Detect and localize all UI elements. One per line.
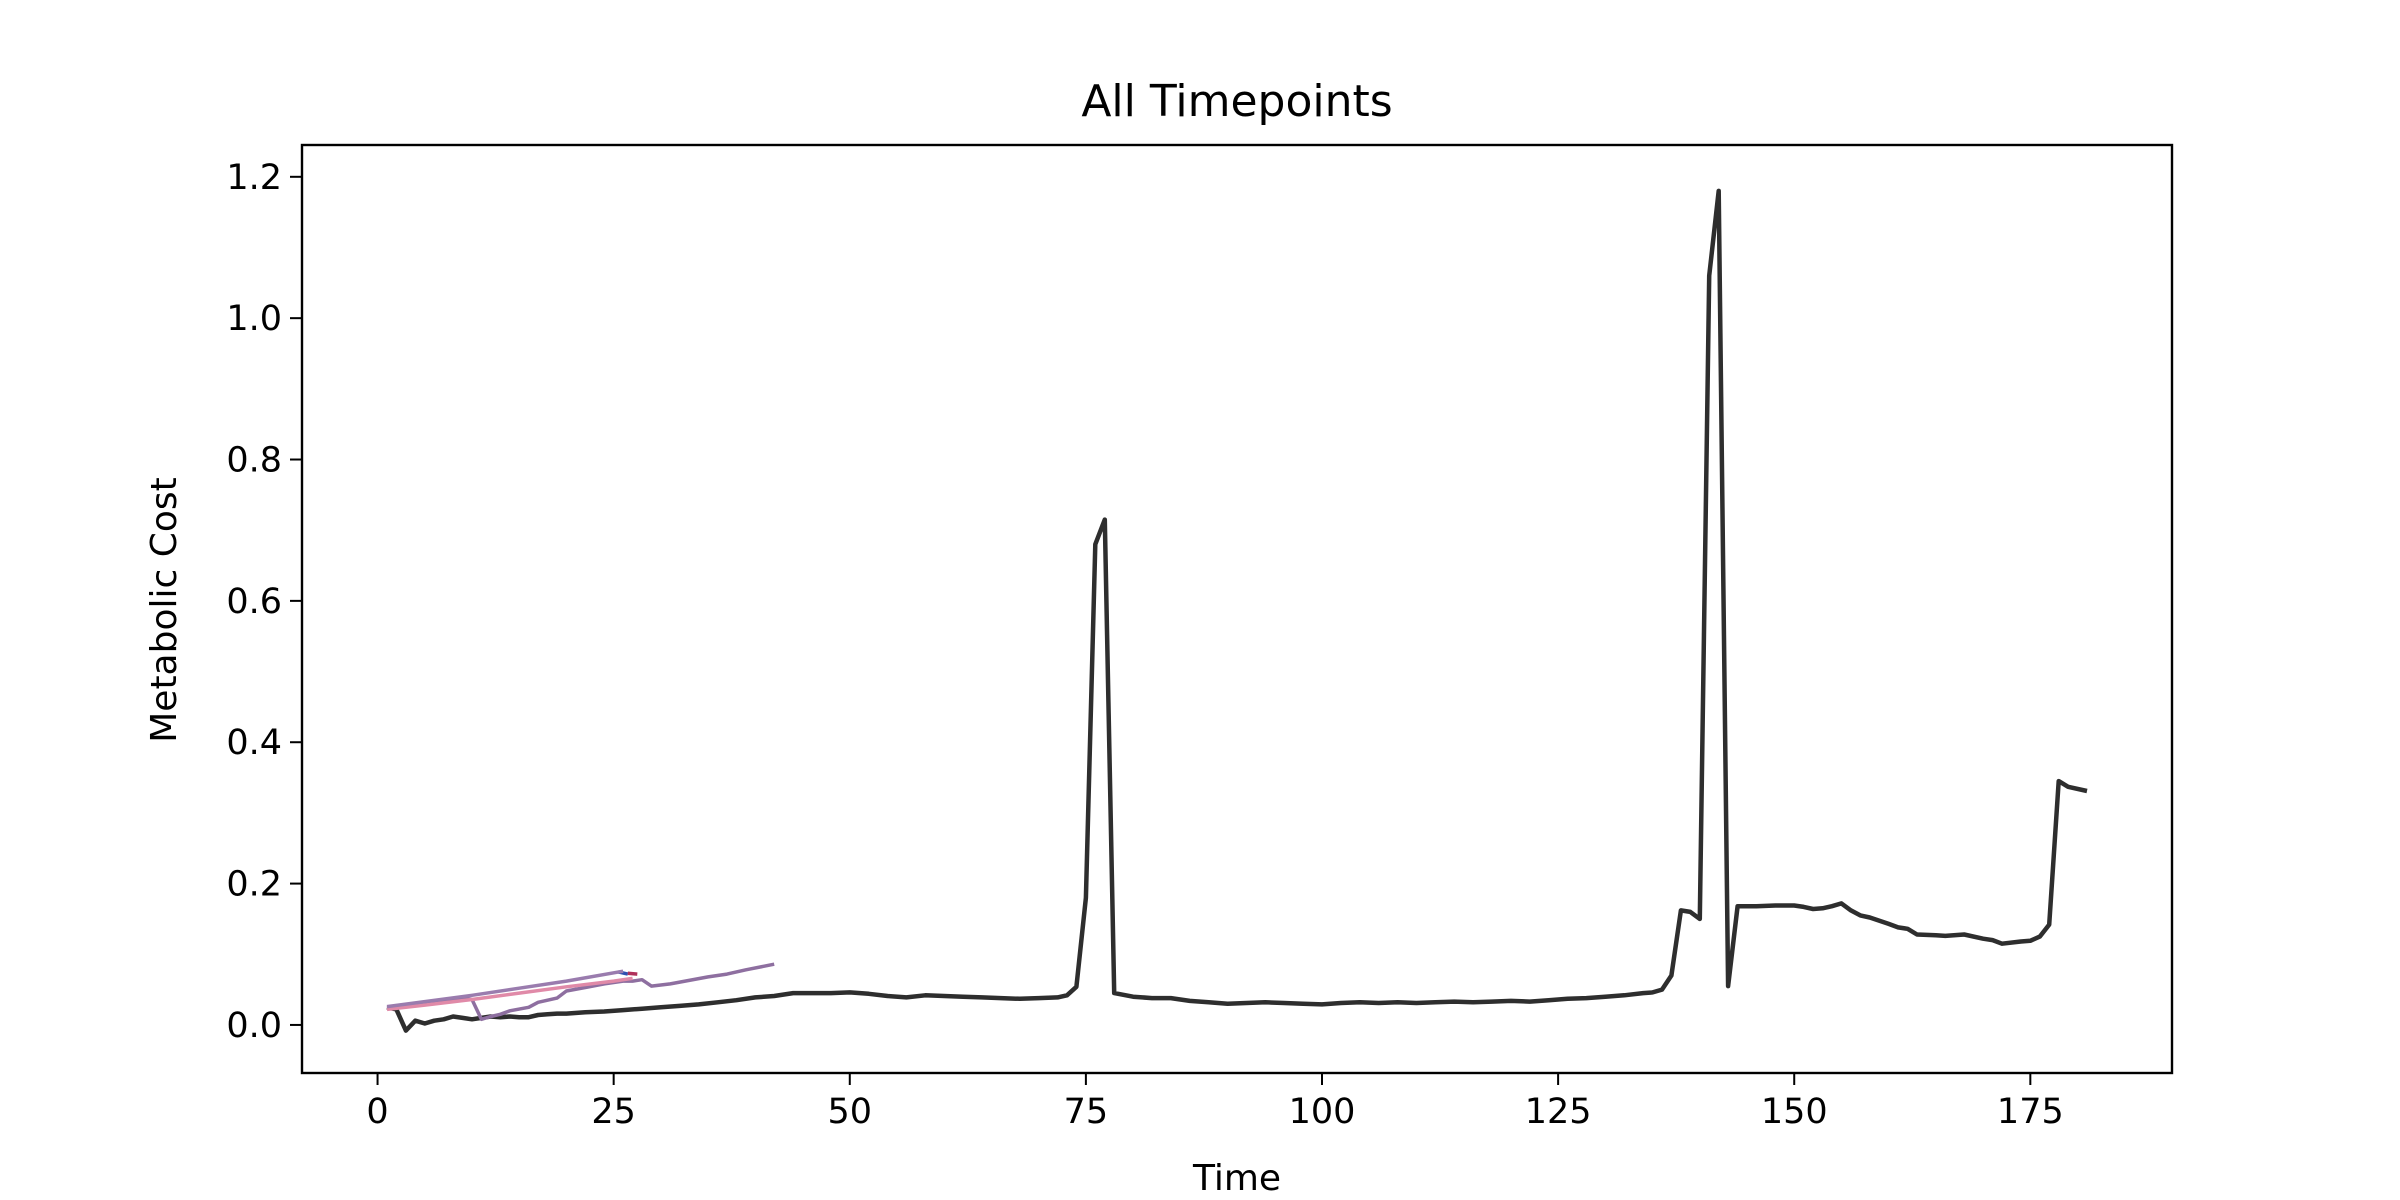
series-line-4 [627,971,638,976]
x-tick-label: 175 [1997,1092,2064,1132]
y-tick-label: 0.0 [226,1006,282,1046]
x-axis-label: Time [1192,1158,1281,1199]
y-tick-label: 1.2 [226,158,282,198]
x-tick-label: 0 [366,1092,388,1132]
x-tick-label: 125 [1525,1092,1592,1132]
x-tick-label: 75 [1064,1092,1109,1132]
series-line-1 [386,188,2088,1033]
chart-title: All Timepoints [1081,76,1392,127]
y-tick-label: 0.6 [226,582,282,622]
y-tick-label: 1.0 [226,299,282,339]
y-axis-ticks: 0.0 0.2 0.4 0.6 0.8 1.0 1.2 [226,158,302,1046]
plot-frame [300,143,2174,1075]
y-axis-label: Metabolic Cost [144,477,185,743]
plot-lines [386,188,2088,1033]
y-tick-label: 0.8 [226,441,282,481]
y-tick-label: 0.4 [226,723,282,763]
x-axis-ticks: 0 25 50 75 100 125 150 175 [366,1073,2064,1132]
x-tick-label: 150 [1761,1092,1828,1132]
series-line-6 [386,969,624,1009]
series-line-5 [386,976,633,1012]
x-tick-label: 100 [1289,1092,1356,1132]
series-line-2 [386,962,775,1022]
x-tick-label: 25 [591,1092,636,1132]
y-tick-label: 0.2 [226,865,282,905]
x-tick-label: 50 [828,1092,873,1132]
